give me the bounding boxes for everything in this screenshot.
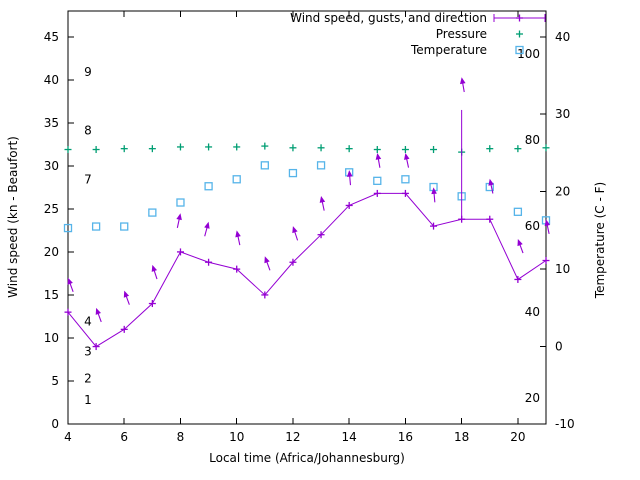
y-tick-label: 25 (44, 202, 59, 216)
wind-direction-arrow-head (404, 152, 410, 160)
wind-direction-arrow-head (460, 77, 466, 85)
y2-tick-label: 40 (555, 30, 570, 44)
y-tick-label: 30 (44, 159, 59, 173)
wind-direction-arrow-head (264, 256, 270, 264)
y-tick-label: 40 (44, 73, 59, 87)
y-tick-label: 10 (44, 331, 59, 345)
beaufort-scale-label: 2 (84, 371, 92, 385)
wind-direction-arrow-shaft (490, 183, 494, 194)
temperature-marker (91, 222, 101, 231)
wind-direction-arrow-shaft (266, 260, 271, 271)
temperature-marker (63, 223, 73, 233)
y2-tick-label: 20 (555, 185, 570, 199)
wind-direction-arrow-head (488, 178, 494, 186)
temperature-marker (148, 208, 157, 217)
y-axis-label: Wind speed (kn - Beaufort) (6, 136, 20, 298)
wind-direction-arrow-shaft (176, 217, 180, 228)
y2-tick-label: -10 (555, 417, 575, 431)
x-tick-label: 18 (454, 430, 469, 444)
y2-tick-label: 30 (555, 107, 570, 121)
wind-direction-arrow-shaft (377, 157, 381, 168)
y2-tick-label: 0 (555, 340, 563, 354)
x-tick-label: 10 (229, 430, 244, 444)
temperature-marker (232, 175, 241, 184)
x-tick-label: 4 (64, 430, 72, 444)
temperature-marker (260, 161, 269, 170)
beaufort-scale-label: 4 (84, 315, 92, 329)
wind-direction-arrow-shaft (321, 200, 325, 211)
wind-direction-arrow-shaft (546, 223, 550, 235)
y-tick-label: 5 (51, 374, 59, 388)
temperature-marker (373, 176, 382, 185)
y-tick-label: 35 (44, 116, 59, 130)
wind-direction-arrow-shaft (204, 226, 208, 237)
wind-direction-arrow-shaft (519, 243, 524, 254)
plot-border (67, 10, 547, 425)
beaufort-scale-label: 3 (84, 345, 92, 359)
x-tick-label: 14 (342, 430, 357, 444)
x-tick-label: 16 (398, 430, 413, 444)
wind-direction-arrow-shaft (461, 82, 465, 93)
beaufort-scale-label: 1 (84, 393, 92, 407)
wind-direction-arrow-shaft (293, 230, 299, 241)
wind-direction-arrow-head (176, 213, 182, 221)
fahrenheit-scale-label: 20 (525, 391, 540, 405)
wind-direction-arrow-head (431, 187, 437, 195)
wind-direction-arrow-shaft (433, 192, 436, 203)
x-tick-label: 8 (177, 430, 185, 444)
wind-speed-line (67, 192, 547, 348)
wind-direction-arrow-head (319, 195, 326, 203)
y2-axis-label: Temperature (C - F) (593, 182, 607, 299)
legend-label-temperature: Temperature (410, 43, 487, 57)
fahrenheit-scale-label: 40 (525, 305, 540, 319)
wind-direction-arrow-head (346, 170, 353, 177)
wind-direction-arrow-shaft (349, 175, 352, 186)
beaufort-scale-label: 8 (84, 124, 92, 138)
wind-direction-arrow-head (151, 264, 158, 272)
temperature-marker (288, 168, 298, 178)
wind-direction-arrow-shaft (405, 157, 410, 168)
wind-direction-arrow-head (123, 290, 130, 298)
wind-direction-arrow-head (375, 152, 382, 160)
wind-direction-arrow-shaft (125, 295, 130, 305)
y-tick-label: 0 (51, 417, 59, 431)
x-tick-label: 20 (510, 430, 525, 444)
x-axis-label: Local time (Africa/Johannesburg) (209, 451, 405, 465)
wind-direction-arrow-head (95, 307, 101, 315)
wind-direction-arrow-head (544, 219, 551, 227)
wind-direction-arrow-head (235, 230, 241, 238)
wind-direction-arrow-head (204, 221, 210, 229)
temperature-marker (401, 175, 410, 184)
wind-direction-arrow-head (517, 239, 523, 247)
y-tick-label: 20 (44, 245, 59, 259)
beaufort-scale-label: 7 (84, 173, 92, 187)
y2-tick-label: 10 (555, 262, 570, 276)
wind-direction-arrow-shaft (153, 269, 158, 280)
x-tick-label: 12 (285, 430, 300, 444)
legend-temperature-sample-marker (515, 45, 524, 55)
wind-direction-arrow-shaft (97, 312, 102, 323)
x-tick-label: 6 (120, 430, 128, 444)
wind-direction-arrow-head (67, 277, 73, 285)
fahrenheit-scale-label: 60 (525, 219, 540, 233)
plot-area: 4 6 8 10 12 14 16 18 20051015202530354045-100102… (44, 10, 575, 444)
temperature-marker (513, 207, 523, 216)
y-tick-label: 45 (44, 30, 59, 44)
wind-direction-arrow-shaft (69, 282, 74, 293)
fahrenheit-scale-label: 80 (525, 133, 540, 147)
beaufort-scale-label: 9 (84, 65, 92, 79)
wind-direction-arrow-head (292, 226, 298, 234)
temperature-marker (176, 198, 185, 207)
temperature-marker (120, 222, 129, 231)
y-tick-label: 15 (44, 288, 59, 302)
legend-label-pressure: Pressure (436, 27, 487, 41)
temperature-marker (316, 161, 326, 170)
wind-direction-arrow-shaft (237, 235, 241, 246)
temperature-marker (204, 182, 213, 191)
legend-label-wind: Wind speed, gusts, and direction (290, 11, 487, 25)
